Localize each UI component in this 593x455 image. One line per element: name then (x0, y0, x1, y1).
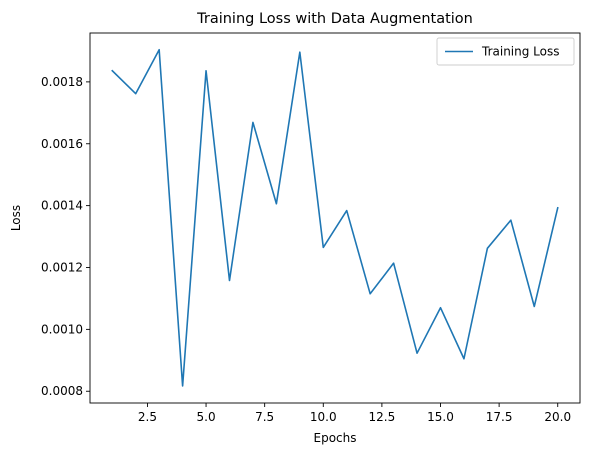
x-axis-label: Epochs (314, 431, 357, 445)
y-axis: 0.0008 0.0010 0.0012 0.0014 0.0016 0.0018 (41, 75, 90, 398)
x-tick-label: 10.0 (310, 410, 337, 424)
y-tick-label: 0.0014 (41, 199, 83, 213)
x-tick-label: 20.0 (544, 410, 571, 424)
x-tick-label: 5.0 (197, 410, 216, 424)
series-layer (111, 48, 559, 387)
legend: Training Loss (436, 37, 575, 66)
y-tick-label: 0.0012 (41, 260, 83, 274)
y-axis-label: Loss (9, 205, 23, 231)
plot-frame (89, 32, 581, 404)
x-tick-label: 2.5 (138, 410, 157, 424)
legend-box (436, 37, 575, 66)
y-tick-label: 0.0008 (41, 384, 83, 398)
series-line-training-loss (111, 48, 559, 387)
x-axis: 2.5 5.0 7.5 10.0 12.5 15.0 17.5 20.0 (138, 403, 571, 424)
x-tick-label: 15.0 (427, 410, 454, 424)
y-tick-label: 0.0010 (41, 322, 83, 336)
x-tick-label: 17.5 (486, 410, 513, 424)
legend-label-training-loss: Training Loss (481, 45, 559, 59)
y-tick-label: 0.0016 (41, 137, 83, 151)
x-tick-label: 12.5 (369, 410, 396, 424)
chart-title: Training Loss with Data Augmentation (196, 11, 473, 27)
y-tick-label: 0.0018 (41, 75, 83, 89)
x-tick-label: 7.5 (255, 410, 274, 424)
